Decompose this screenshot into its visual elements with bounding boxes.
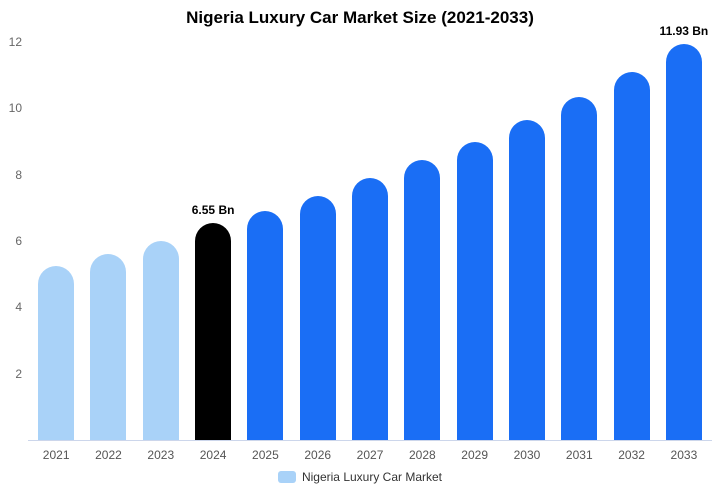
legend[interactable]: Nigeria Luxury Car Market: [0, 470, 720, 484]
bar-column-2031: 2031: [553, 42, 605, 462]
bar-2031[interactable]: [561, 96, 598, 440]
bar-column-2025: 2025: [239, 42, 291, 462]
y-tick-label-10: 10: [8, 101, 22, 116]
x-tick-label-2029: 2029: [461, 448, 489, 462]
bar-column-2027: 2027: [344, 42, 396, 462]
legend-marker-icon: [277, 471, 296, 483]
bar-2033[interactable]: [665, 44, 702, 440]
bar-column-2032: 2032: [605, 42, 657, 462]
x-tick-label-2028: 2028: [408, 448, 436, 462]
bar-2021[interactable]: [38, 265, 75, 440]
x-tick-label-2030: 2030: [513, 448, 541, 462]
legend-label: Nigeria Luxury Car Market: [301, 470, 443, 484]
x-axis-line: [28, 440, 712, 441]
bar-column-2030: 2030: [501, 42, 553, 462]
x-tick-label-2025: 2025: [252, 448, 279, 462]
bar-column-2022: 2022: [82, 42, 134, 462]
bar-column-2021: 2021: [30, 42, 82, 462]
bar-2027[interactable]: [352, 177, 389, 440]
bar-2028[interactable]: [404, 159, 441, 440]
y-tick-label-12: 12: [8, 35, 22, 49]
bar-2029[interactable]: [456, 141, 493, 440]
x-tick-label-2021: 2021: [42, 448, 70, 462]
y-tick-label-2: 2: [15, 366, 22, 381]
chart-title: Nigeria Luxury Car Market Size (2021-203…: [186, 8, 534, 27]
bar-column-2026: 2026: [292, 42, 344, 462]
x-tick-label-2032: 2032: [618, 448, 645, 462]
bar-column-2033: 11.93 Bn 2033: [658, 24, 710, 462]
x-tick-label-2024: 2024: [199, 448, 227, 462]
bar-2030[interactable]: [508, 119, 545, 440]
x-tick-label-2031: 2031: [565, 448, 593, 462]
x-tick-label-2023: 2023: [147, 448, 175, 462]
y-tick-label-8: 8: [15, 167, 22, 182]
y-axis: 2 4 6 8 10 12: [0, 35, 24, 440]
data-label-2033: 11.93 Bn: [659, 24, 709, 39]
bar-column-2024: 6.55 Bn 2024: [187, 42, 239, 462]
bar-2025[interactable]: [247, 211, 284, 440]
bar-column-2028: 2028: [396, 42, 448, 462]
x-tick-label-2026: 2026: [304, 448, 332, 462]
y-tick-label-6: 6: [15, 234, 22, 248]
x-tick-label-2033: 2033: [670, 448, 698, 462]
x-tick-label-2027: 2027: [356, 448, 384, 462]
x-tick-label-2022: 2022: [95, 448, 122, 462]
plot-area: 2021 2022 2023 6.55 Bn 2024 2025 2026 2027 2028 2…: [30, 24, 710, 462]
bar-2022[interactable]: [90, 254, 127, 440]
bar-2026[interactable]: [299, 196, 336, 440]
bar-2023[interactable]: [142, 241, 179, 440]
data-label-2024: 6.55 Bn: [191, 202, 235, 217]
bar-column-2023: 2023: [135, 42, 187, 462]
bar-2024[interactable]: [195, 222, 232, 440]
bar-2032[interactable]: [613, 71, 650, 440]
bar-column-2029: 2029: [449, 42, 501, 462]
y-tick-label-4: 4: [15, 300, 22, 315]
